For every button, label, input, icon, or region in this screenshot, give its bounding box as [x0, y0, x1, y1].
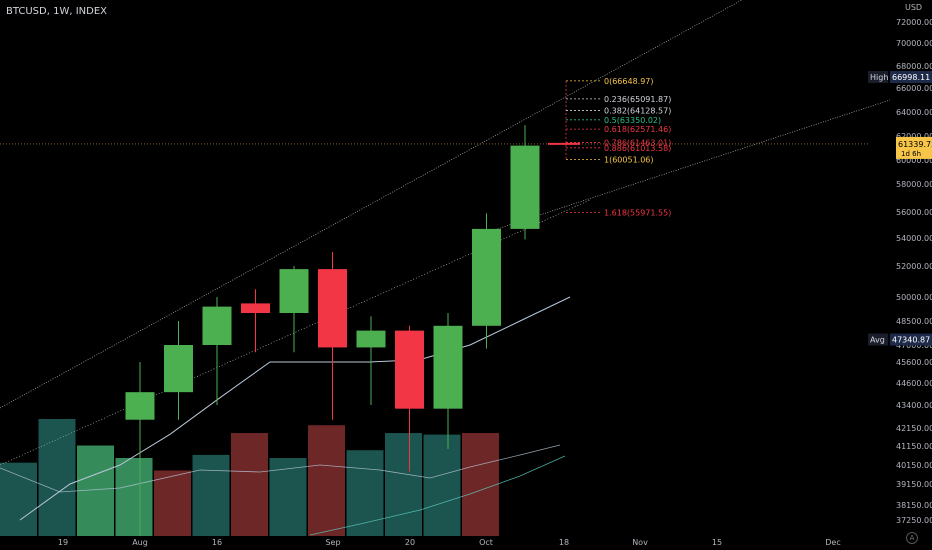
avg-marker-tag-text: Avg — [870, 336, 885, 345]
candle-body — [395, 330, 424, 409]
price-tick-label: 50000.00 — [896, 293, 932, 302]
price-tick-label: 43400.00 — [896, 401, 932, 410]
price-tick-label: 58000.00 — [896, 180, 932, 189]
candle-body — [164, 345, 193, 393]
avg-marker-value-box — [890, 333, 932, 346]
time-tick-label: Nov — [632, 538, 648, 547]
trendline-upper — [0, 0, 743, 409]
trendline-base — [0, 199, 591, 466]
volume-bar — [0, 462, 37, 536]
candle-body — [356, 330, 386, 348]
volume-bar — [231, 433, 268, 536]
time-tick-label: 18 — [559, 538, 569, 547]
volume-bar — [154, 470, 191, 536]
price-tick-label: 62000.00 — [896, 132, 932, 141]
candle-body — [241, 303, 270, 313]
price-tick-label: 60000.00 — [896, 156, 932, 165]
fib-level-label: 0.236(65091.87) — [604, 95, 671, 104]
fib-level-label: 0.786(61463.01) — [604, 138, 671, 147]
volume-bar — [192, 454, 230, 536]
volume-bar — [423, 434, 461, 536]
price-tick-label: 45600.00 — [896, 358, 932, 367]
settings-icon[interactable]: A — [906, 532, 918, 544]
avg-marker-value: 47340.87 — [892, 336, 930, 345]
candle-body — [510, 145, 540, 229]
avg-marker-tag — [868, 333, 888, 346]
moving-average-line — [19, 296, 571, 521]
price-tick-label: 37250.00 — [896, 516, 932, 525]
price-tick-label: 52000.00 — [896, 262, 932, 271]
price-tick-label: 38150.00 — [896, 501, 932, 510]
trendline-lower — [487, 99, 891, 233]
high-marker-value-box — [890, 71, 932, 84]
price-tick-label: 41150.00 — [896, 442, 932, 451]
price-tick-label: 72000.00 — [896, 18, 932, 27]
time-tick-label: Dec — [825, 538, 840, 547]
price-tick-label: 44600.00 — [896, 379, 932, 388]
price-tick-label: 48500.00 — [896, 317, 932, 326]
volume-bar — [38, 419, 76, 536]
price-tick-label: 68000.00 — [896, 62, 932, 71]
symbol-label[interactable]: BTCUSD, 1W, INDEX — [6, 6, 107, 17]
time-tick-label: 16 — [212, 538, 222, 547]
fib-level-label: 1.618(55971.55) — [604, 208, 671, 217]
fib-level-label: 0.886(61013.58) — [604, 144, 671, 153]
price-tick-label: 70000.00 — [896, 39, 932, 48]
high-marker-tag — [868, 71, 888, 84]
time-tick-label: 15 — [712, 538, 722, 547]
time-tick-label: Oct — [479, 538, 493, 547]
volume-trend-line — [309, 455, 566, 536]
current-price-countdown: 1d 6h — [901, 150, 921, 158]
volume-bar — [308, 425, 345, 536]
volume-bar — [346, 450, 384, 536]
price-tick-label: 56000.00 — [896, 208, 932, 217]
high-marker-tag-text: High — [870, 73, 888, 82]
fib-level-label: 0.618(62571.46) — [604, 125, 671, 134]
volume-average-line — [0, 444, 561, 493]
time-tick-label: Aug — [132, 538, 148, 547]
candle-body — [125, 392, 155, 420]
time-tick-label: 19 — [58, 538, 68, 547]
candle-body — [279, 269, 309, 313]
fib-level-label: 1(60051.06) — [604, 155, 654, 164]
candle-body — [202, 306, 232, 345]
price-tick-label: 42150.00 — [896, 424, 932, 433]
time-tick-label: 20 — [405, 538, 415, 547]
candle-body — [472, 228, 501, 326]
currency-label: USD — [905, 3, 922, 12]
time-tick-label: Sep — [325, 538, 340, 547]
fib-level-label: 0.382(64128.57) — [604, 106, 671, 115]
current-price-box — [896, 136, 932, 159]
fib-level-label: 0(66648.97) — [604, 77, 654, 86]
price-tick-label: 40150.00 — [896, 461, 932, 470]
volume-bar — [385, 433, 422, 536]
price-tick-label: 54000.00 — [896, 234, 932, 243]
fib-level-label: 0.5(63350.02) — [604, 116, 661, 125]
high-marker-value: 66998.11 — [892, 73, 930, 82]
price-tick-label: 39150.00 — [896, 480, 932, 489]
volume-bar — [269, 458, 307, 536]
candle-body — [433, 325, 463, 409]
volume-bar — [115, 458, 153, 536]
price-tick-label: 64000.00 — [896, 108, 932, 117]
candle-body — [318, 269, 347, 348]
volume-bar — [462, 433, 499, 536]
current-price-value: 61339.73 — [898, 140, 932, 149]
price-tick-label: 66000.00 — [896, 84, 932, 93]
